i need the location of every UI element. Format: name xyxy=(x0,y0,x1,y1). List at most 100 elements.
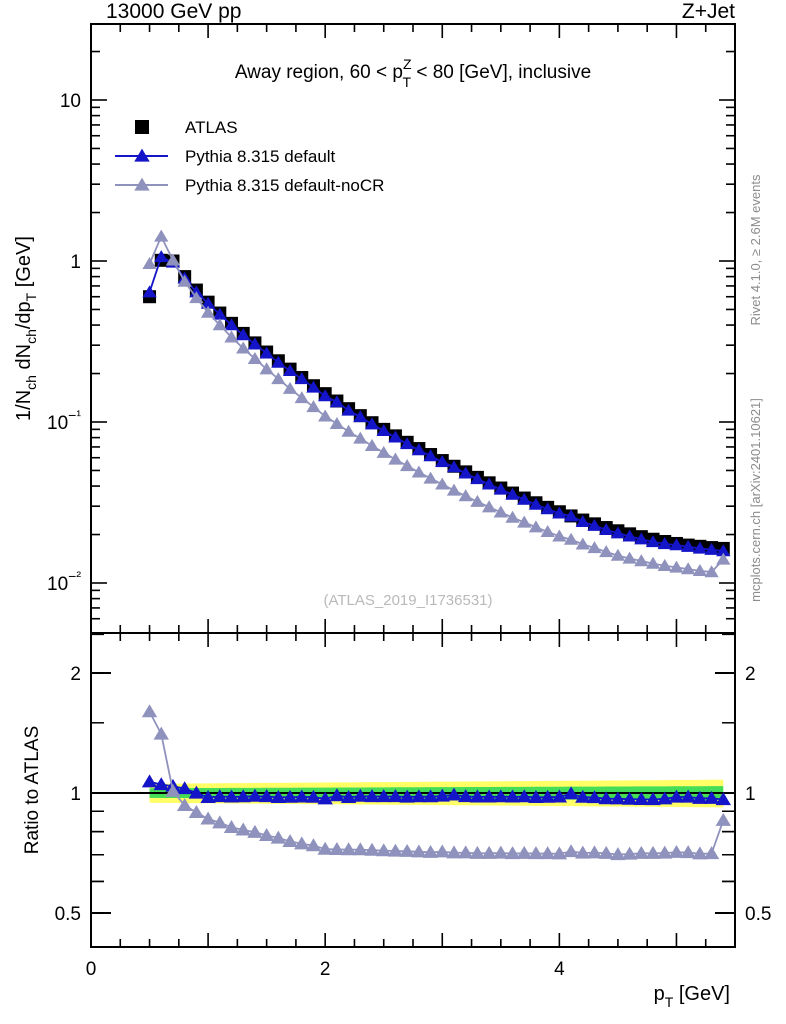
side-text-mcplots: mcplots.cern.ch [arXiv:2401.10621] xyxy=(748,398,763,602)
data-marker-triangle xyxy=(446,483,462,496)
data-marker-triangle xyxy=(481,845,497,859)
tick-exponent: −² xyxy=(68,568,81,584)
legend-entry-2[interactable]: Pythia 8.315 default-noCR xyxy=(115,176,384,195)
data-marker-triangle xyxy=(212,307,227,320)
ratio-y-tick-label-left: 2 xyxy=(70,664,81,685)
data-marker-triangle xyxy=(681,562,696,575)
x-tick-label: 0 xyxy=(86,959,97,980)
data-marker-triangle xyxy=(353,431,368,444)
data-marker-triangle xyxy=(200,790,216,803)
data-marker-triangle xyxy=(282,834,298,848)
header-left-label: 13000 GeV pp xyxy=(106,0,241,23)
data-marker-triangle xyxy=(305,789,322,803)
title-sub: T xyxy=(403,74,412,90)
data-marker-triangle xyxy=(505,510,520,523)
data-marker-triangle xyxy=(703,846,720,860)
data-marker-triangle xyxy=(411,789,427,803)
legend-entry-0[interactable]: ATLAS xyxy=(135,118,238,137)
y-axis-label-ratio: Ratio to ATLAS xyxy=(22,726,43,855)
data-marker-triangle xyxy=(153,777,169,791)
data-marker-triangle xyxy=(599,522,614,536)
data-marker-triangle xyxy=(539,846,556,860)
data-marker-triangle xyxy=(134,177,150,191)
data-marker-triangle xyxy=(258,789,275,803)
data-marker-triangle xyxy=(329,842,345,855)
data-marker-triangle xyxy=(634,532,649,545)
data-marker-triangle xyxy=(470,472,485,485)
tick-base: 10 xyxy=(47,574,68,595)
data-marker-triangle xyxy=(259,346,274,359)
data-marker-triangle xyxy=(364,789,380,803)
data-marker-triangle xyxy=(681,539,696,552)
data-marker-triangle xyxy=(411,844,427,858)
data-marker-triangle xyxy=(680,789,696,803)
data-marker-triangle xyxy=(294,836,310,850)
legend-label: ATLAS xyxy=(185,118,238,137)
data-marker-triangle xyxy=(528,497,544,510)
data-marker-triangle xyxy=(165,253,181,266)
data-marker-triangle xyxy=(633,845,650,859)
data-marker-triangle xyxy=(340,842,357,856)
data-marker-triangle xyxy=(236,341,251,354)
y-label-p1: 1/N xyxy=(13,390,35,421)
data-marker-triangle xyxy=(551,789,568,803)
data-marker-triangle xyxy=(528,520,544,533)
data-marker-triangle xyxy=(587,518,602,531)
data-marker-triangle xyxy=(340,790,357,803)
data-marker-triangle xyxy=(435,454,450,467)
data-marker-triangle xyxy=(621,791,638,805)
data-marker-triangle xyxy=(610,847,626,861)
data-marker-triangle xyxy=(376,423,391,436)
data-marker-triangle xyxy=(668,844,685,858)
data-marker-triangle xyxy=(212,318,227,331)
main-y-ticks xyxy=(91,50,735,620)
data-marker-triangle xyxy=(422,844,439,858)
data-marker-triangle xyxy=(399,843,415,857)
y-tick-label: 10−² xyxy=(47,568,81,595)
data-marker-triangle xyxy=(317,841,333,855)
data-marker-triangle xyxy=(154,250,169,263)
data-marker-triangle xyxy=(282,363,298,376)
data-marker-triangle xyxy=(528,790,544,803)
data-marker-triangle xyxy=(376,789,392,803)
data-marker-triangle xyxy=(446,787,462,801)
data-marker-triangle xyxy=(259,362,274,375)
data-marker-triangle xyxy=(247,824,263,838)
data-marker-triangle xyxy=(165,783,181,797)
data-marker-triangle xyxy=(282,381,298,394)
data-marker-triangle xyxy=(516,789,532,803)
data-marker-triangle xyxy=(189,291,204,304)
data-marker-triangle xyxy=(317,791,333,805)
plot-title: Away region, 60 < pZ T < 80 [GeV], inclus… xyxy=(235,56,591,90)
data-marker-triangle xyxy=(294,789,310,803)
data-marker-triangle xyxy=(633,791,650,805)
data-marker-triangle xyxy=(294,391,309,404)
data-marker-triangle xyxy=(270,790,287,803)
header-right-label: Z+Jet xyxy=(682,0,735,23)
legend-entry-1[interactable]: Pythia 8.315 default xyxy=(115,147,336,166)
data-marker-triangle xyxy=(621,846,638,860)
data-marker-triangle xyxy=(657,791,673,805)
data-marker-triangle xyxy=(446,845,462,859)
data-marker-triangle xyxy=(504,846,521,860)
dataset-watermark: (ATLAS_2019_I1736531) xyxy=(323,592,492,609)
x-ticks xyxy=(90,24,736,947)
data-marker-triangle xyxy=(540,524,555,537)
data-marker-triangle xyxy=(399,789,415,803)
series-line xyxy=(148,255,724,552)
data-marker-triangle xyxy=(517,492,532,505)
data-marker-triangle xyxy=(306,380,321,393)
data-marker-triangle xyxy=(423,471,438,484)
data-marker-triangle xyxy=(505,487,520,500)
series-line xyxy=(148,234,724,573)
data-marker-triangle xyxy=(353,410,368,423)
y-tick-label: 10 xyxy=(60,91,81,112)
data-marker-triangle xyxy=(692,790,708,804)
data-marker-triangle xyxy=(622,529,637,542)
data-marker-triangle xyxy=(388,452,403,465)
data-marker-triangle xyxy=(539,789,556,803)
data-marker-triangle xyxy=(458,466,473,479)
data-marker-triangle xyxy=(305,838,322,852)
ratio-y-ticks xyxy=(91,633,735,914)
data-marker-triangle xyxy=(329,395,345,408)
